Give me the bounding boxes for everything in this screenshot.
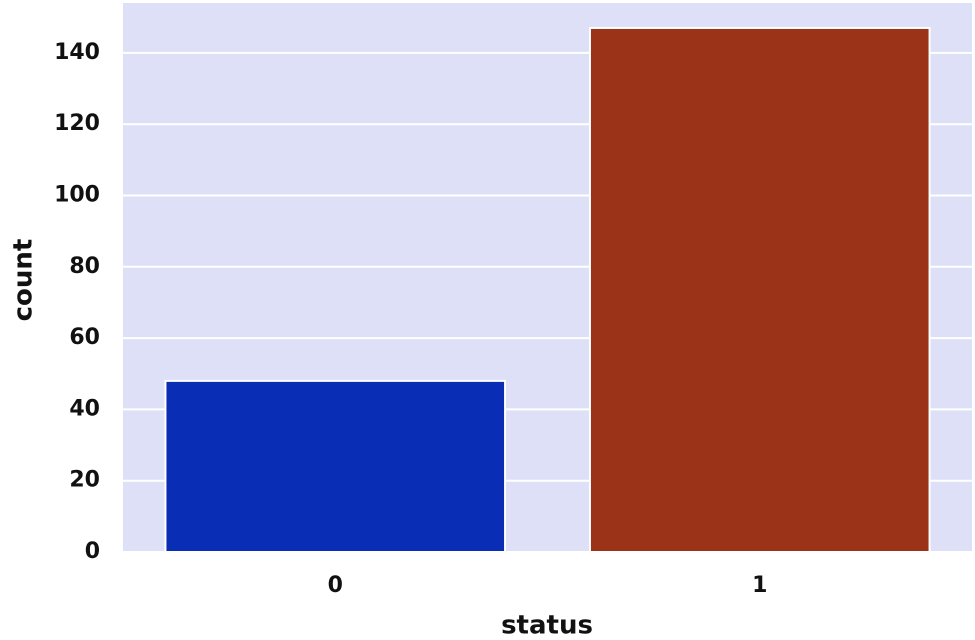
y-tick-label: 120 bbox=[54, 111, 100, 136]
y-tick-label: 140 bbox=[54, 40, 100, 65]
y-tick-label: 80 bbox=[69, 254, 100, 279]
bar bbox=[164, 379, 507, 553]
y-axis-label: count bbox=[9, 239, 39, 322]
y-tick-label: 100 bbox=[54, 183, 100, 208]
x-axis-label: status bbox=[501, 611, 593, 640]
x-tick-label: 1 bbox=[752, 573, 767, 598]
y-tick-label: 60 bbox=[69, 325, 100, 350]
y-tick-label: 40 bbox=[69, 396, 100, 421]
y-tick-label: 0 bbox=[85, 539, 100, 564]
bar bbox=[588, 26, 931, 554]
y-tick-label: 20 bbox=[69, 468, 100, 493]
x-tick-label: 0 bbox=[328, 573, 343, 598]
